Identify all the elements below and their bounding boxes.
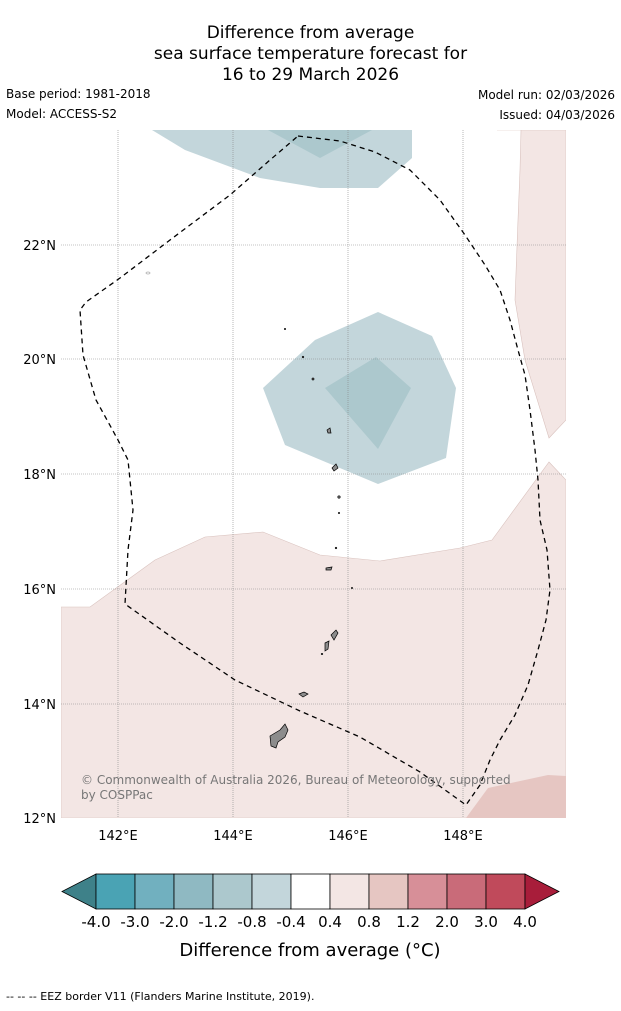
cool-anomaly-central-core bbox=[325, 357, 411, 449]
colorbar-tick-label: 1.2 bbox=[396, 913, 420, 931]
colorbar-arrow-low bbox=[61, 873, 97, 910]
rota-island bbox=[298, 691, 309, 698]
title-line-2: sea surface temperature forecast for bbox=[153, 44, 468, 64]
colorbar-box bbox=[368, 873, 409, 910]
colorbar-tick-label: -0.4 bbox=[276, 913, 305, 931]
colorbar-tick-label: -2.0 bbox=[159, 913, 188, 931]
colorbar-tick-label: 0.4 bbox=[318, 913, 342, 931]
colorbar-tick-label: 4.0 bbox=[513, 913, 537, 931]
tinian-island bbox=[324, 640, 330, 652]
colorbar-box bbox=[329, 873, 370, 910]
farallon-island bbox=[283, 327, 287, 331]
colorbar-tick-label: 0.8 bbox=[357, 913, 381, 931]
colorbar-box bbox=[407, 873, 448, 910]
pagan-island bbox=[331, 463, 339, 472]
colorbar-tick-label: -0.8 bbox=[237, 913, 266, 931]
colorbar-tick-label: 3.0 bbox=[474, 913, 498, 931]
warm-anomaly-south bbox=[61, 461, 566, 818]
cool-anomaly-north bbox=[152, 130, 412, 188]
alamagan-island bbox=[337, 495, 341, 499]
warm-anomaly-east bbox=[497, 130, 566, 439]
model-run: Model run: 02/03/2026 bbox=[477, 88, 615, 102]
lon-label-144e: 144°E bbox=[213, 829, 253, 844]
lat-label-18n: 18°N bbox=[23, 468, 56, 483]
aguijan-island bbox=[320, 653, 324, 655]
copyright-line-2: by COSPPac bbox=[81, 788, 153, 802]
base-period: Base period: 1981-2018 bbox=[6, 87, 151, 101]
sarigan-island bbox=[337, 511, 341, 515]
anatahan-island bbox=[325, 566, 333, 571]
colorbar-tick-label: -3.0 bbox=[120, 913, 149, 931]
colorbar-tick-label: -1.2 bbox=[198, 913, 227, 931]
colorbar-arrow-high bbox=[524, 873, 560, 910]
warm-anomaly-southeast bbox=[466, 775, 566, 818]
colorbar-tick-labels: -4.0 -3.0 -2.0 -1.2 -0.8 -0.4 0.4 0.8 1.2 2.0 3.0 4… bbox=[81, 913, 537, 931]
maug-island bbox=[301, 355, 305, 359]
longitude-labels: 142°E 144°E 146°E 148°E bbox=[98, 829, 483, 844]
title-line-1: Difference from average bbox=[206, 23, 415, 43]
lat-label-14n: 14°N bbox=[23, 698, 56, 713]
lat-label-12n: 12°N bbox=[23, 812, 56, 827]
lat-label-20n: 20°N bbox=[23, 353, 56, 368]
islands bbox=[145, 271, 353, 749]
colorbar-box bbox=[173, 873, 214, 910]
colorbar: -4.0 -3.0 -2.0 -1.2 -0.8 -0.4 0.4 0.8 1.2 2.0 3.0 4… bbox=[61, 873, 560, 961]
colorbar-box bbox=[134, 873, 175, 910]
colorbar-tick-label: 2.0 bbox=[435, 913, 459, 931]
copyright-line-1: © Commonwealth of Australia 2026, Bureau… bbox=[81, 773, 511, 787]
saipan-island bbox=[330, 629, 339, 641]
cool-anomaly-north-core bbox=[268, 130, 372, 158]
lon-label-148e: 148°E bbox=[443, 829, 483, 844]
colorbar-box bbox=[446, 873, 487, 910]
guguan-island bbox=[334, 546, 338, 550]
title-line-3: 16 to 29 March 2026 bbox=[221, 65, 400, 85]
guam-island bbox=[269, 723, 289, 749]
issued-date: Issued: 04/03/2026 bbox=[499, 108, 615, 122]
agrihan-island bbox=[326, 427, 332, 434]
eez-footer-note: -- -- -- EEZ border V11 (Flanders Marine… bbox=[6, 990, 315, 1003]
colorbar-boxes bbox=[61, 873, 560, 910]
graticule bbox=[61, 130, 566, 818]
colorbar-tick-label: -4.0 bbox=[81, 913, 110, 931]
western-islet bbox=[145, 271, 151, 275]
lat-label-16n: 16°N bbox=[23, 583, 56, 598]
model-name: Model: ACCESS-S2 bbox=[6, 107, 118, 121]
colorbar-box bbox=[251, 873, 292, 910]
latitude-labels: 22°N 20°N 18°N 16°N 14°N 12°N bbox=[23, 239, 56, 827]
lon-label-142e: 142°E bbox=[98, 829, 138, 844]
zealandia-bank bbox=[351, 587, 353, 589]
asuncion-island bbox=[311, 377, 315, 381]
colorbar-label: Difference from average (°C) bbox=[179, 940, 440, 961]
sst-anomaly-map: © Commonwealth of Australia 2026, Bureau… bbox=[23, 130, 566, 844]
colorbar-box bbox=[212, 873, 253, 910]
colorbar-box bbox=[95, 873, 136, 910]
eez-border bbox=[79, 135, 551, 806]
lon-label-146e: 146°E bbox=[328, 829, 368, 844]
colorbar-box bbox=[485, 873, 526, 910]
colorbar-box bbox=[290, 873, 331, 910]
lat-label-22n: 22°N bbox=[23, 239, 56, 254]
